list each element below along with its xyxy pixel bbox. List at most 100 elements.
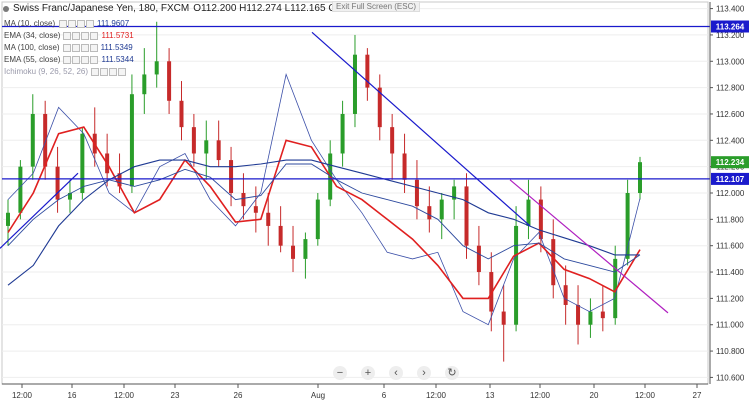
axis-layer: 110.600 110.800 111.000 111.200 111.400 111.6… [2,2,745,400]
candle-body [315,199,320,240]
candle [464,173,469,259]
candle [526,179,531,240]
candle [204,120,209,180]
candle [452,179,457,220]
y-tick-label: 111.600 [716,242,744,251]
candle [241,173,246,220]
indicator-value: 111.5344 [101,55,134,64]
candle [414,160,419,220]
price-tag-label: 113.264 [716,23,745,32]
trendline-down-resistance [311,31,531,227]
indicator-row-ema55[interactable]: EMA (55, close) 111.5344 [4,55,134,64]
price-tag-box [711,156,749,169]
x-tick-label: 12:00 [426,391,447,400]
candle [365,48,370,101]
indicator-row-ma100[interactable]: MA (100, close) 111.5349 [4,43,133,52]
x-tick-label: 16 [68,391,77,400]
x-tick-label: 26 [234,391,243,400]
chart-header: Swiss Franc/Japanese Yen, 180, FXCM O112… [3,3,371,14]
indicator-label: EMA (55, close) [4,55,61,64]
price-tag-box [711,20,749,33]
candle [129,74,134,193]
candle-body [638,162,642,193]
candle [80,127,85,200]
candle-body [390,127,395,154]
candle-body [563,285,568,305]
candle [278,206,283,253]
indicator-label: MA (10, close) [4,19,56,28]
candle-body [30,113,35,167]
indicator-settings-icons[interactable] [63,31,99,40]
x-tick-label: 12:00 [12,391,33,400]
indicator-settings-icons[interactable] [62,43,98,52]
indicator-label: MA (100, close) [4,43,60,52]
price-tag-upper: 113.264 [711,20,749,33]
candle-body [427,206,432,220]
candle [427,186,432,233]
x-tick-label: 20 [590,391,599,400]
candle-body [588,311,593,325]
x-tick-label: 6 [382,391,387,400]
candle [402,133,407,193]
candle-body [377,87,382,128]
indicator-row-ichimoku[interactable]: Ichimoku (9, 26, 52, 26) [4,67,127,76]
candle-body [414,179,419,207]
candle-body [402,153,407,180]
exit-fullscreen-button[interactable]: Exit Full Screen (ESC) [332,1,421,12]
candle [315,193,320,246]
series-line-3 [7,163,641,273]
x-tick-label: 23 [171,391,180,400]
y-tick-label: 113.000 [716,57,745,66]
indicator-row-ma10[interactable]: MA (10, close) 111.9607 [4,19,129,28]
zoom-in-button[interactable]: + [361,366,375,380]
candle [216,120,221,167]
candle-body [476,245,481,273]
y-tick-label: 112.600 [716,110,745,119]
candle-body [154,61,159,75]
series-line-1 [7,126,641,300]
zoom-out-button[interactable]: − [333,366,347,380]
candle-body [526,199,531,226]
price-tag-label: 112.234 [716,158,745,167]
candle [291,225,296,273]
candle [167,48,172,114]
price-tag-level: 112.107 [711,172,749,185]
candle [191,113,196,167]
indicator-settings-icons[interactable] [63,55,99,64]
candle-body [241,193,246,207]
scroll-right-button[interactable]: › [417,366,431,380]
indicator-settings-icons[interactable] [59,19,94,28]
candle-body [117,173,122,187]
candle [588,298,593,338]
candle-body [55,166,60,200]
x-tick-label: Aug [311,391,325,400]
candle-body [278,225,283,246]
indicator-value: 111.9607 [97,19,130,28]
candle [476,225,481,286]
reset-chart-button[interactable]: ↻ [445,366,459,380]
scroll-left-button[interactable]: ‹ [389,366,403,380]
indicator-settings-icons[interactable] [91,67,127,76]
candle-body [204,140,209,154]
x-tick-label: 12:00 [114,391,135,400]
candle-body [291,245,296,259]
price-tag-box [711,172,749,185]
candle-body [6,212,10,226]
ohlc-readout: O112.200 H112.274 L112.165 C112.234 [193,3,371,14]
candle [30,94,35,180]
candle-body [191,127,196,154]
candle [514,206,519,332]
candle [67,179,72,213]
candle-body [43,113,48,167]
candle [266,193,271,246]
y-tick-label: 111.800 [716,215,744,224]
candle-body [266,212,271,226]
candle [613,245,618,325]
candle [563,265,568,325]
indicator-row-ema34[interactable]: EMA (34, close) 111.5731 [4,31,134,40]
zoom-controls: − + ‹ › ↻ [333,366,459,380]
price-tag-label: 112.107 [716,175,745,184]
drawing-layer [0,25,710,314]
